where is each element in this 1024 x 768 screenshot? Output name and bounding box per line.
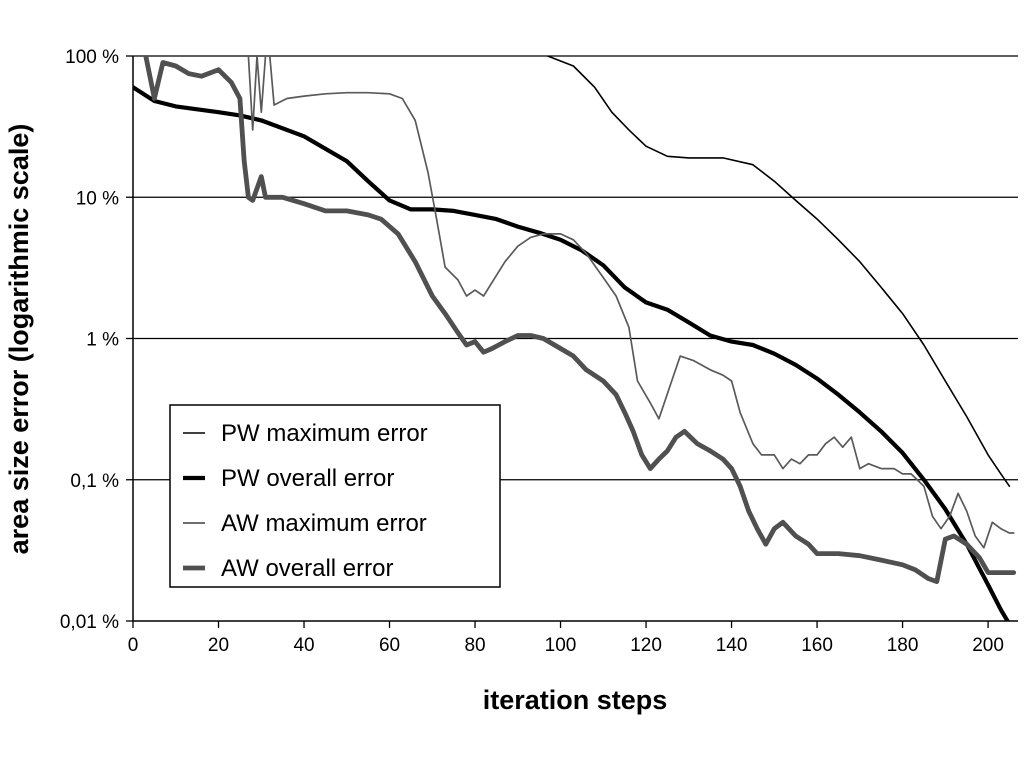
x-tick-label: 200 [972,635,1004,656]
x-tick-label: 120 [630,635,662,656]
series-pw-maximum-error [546,56,1011,487]
legend-label: PW maximum error [221,420,428,447]
legend: PW maximum error PW overall error AW maxim… [169,404,501,588]
y-axis-ticks: 100 % 10 % 1 % 0,1 % 0,01 % [60,47,133,633]
x-tick-label: 180 [887,635,919,656]
legend-label: AW maximum error [221,510,427,537]
x-tick-label: 80 [464,635,485,656]
y-tick-label: 0,1 % [70,471,119,492]
x-tick-label: 60 [379,635,400,656]
series-aw-overall-error [143,56,1017,584]
series-aw-maximum-error [247,56,1015,549]
legend-box [169,404,501,588]
legend-label: AW overall error [221,555,393,582]
y-axis-title: area size error (logarithmic scale) [4,124,34,555]
x-tick-label: 140 [716,635,748,656]
y-tick-label: 10 % [76,188,119,209]
x-axis-title: iteration steps [483,685,668,715]
series-lines [133,56,1017,621]
x-tick-label: 20 [208,635,229,656]
x-tick-label: 40 [293,635,314,656]
x-tick-label: 160 [801,635,833,656]
x-axis-ticks: 0 20 40 60 80 100 120 140 160 180 200 [128,621,1004,656]
x-tick-label: 0 [128,635,139,656]
y-tick-label: 0,01 % [60,612,119,633]
y-tick-label: 100 % [65,47,119,68]
y-tick-label: 1 % [86,330,119,351]
x-tick-label: 100 [545,635,577,656]
series-pw-overall-error [133,85,1011,621]
legend-label: PW overall error [221,465,394,492]
